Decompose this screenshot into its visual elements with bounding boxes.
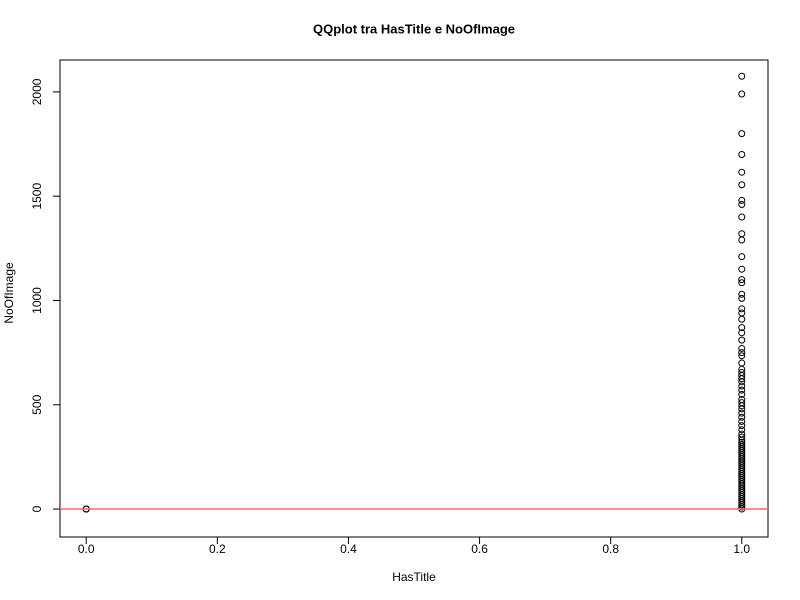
point [738, 253, 746, 261]
point [738, 315, 746, 323]
point [738, 359, 746, 367]
y-tick-label: 1000 [30, 287, 44, 314]
point [738, 390, 746, 398]
point [738, 501, 746, 509]
point [738, 230, 746, 238]
point [738, 375, 746, 383]
y-tick-label: 1500 [30, 183, 44, 210]
point [738, 236, 746, 244]
point [738, 402, 746, 410]
y-tick-label: 500 [30, 394, 44, 414]
point [738, 349, 746, 357]
y-tick-label: 2000 [30, 78, 44, 105]
x-tick-label: 0.0 [78, 542, 95, 556]
point [738, 344, 746, 352]
point [738, 324, 746, 332]
point [738, 265, 746, 273]
point [738, 181, 746, 189]
point [738, 201, 746, 209]
point [738, 413, 746, 421]
point [738, 130, 746, 138]
point [738, 90, 746, 98]
point [738, 294, 746, 302]
point [738, 168, 746, 176]
point [738, 433, 746, 441]
point [738, 213, 746, 221]
x-tick-label: 0.2 [209, 542, 226, 556]
point [738, 276, 746, 284]
plot-box [59, 59, 769, 538]
point [738, 196, 746, 204]
y-axis-label: NoOfImage [2, 262, 16, 324]
point [738, 426, 746, 434]
point [738, 352, 746, 360]
point [738, 309, 746, 317]
point [738, 422, 746, 430]
point [738, 503, 746, 511]
point [738, 378, 746, 386]
point [738, 382, 746, 390]
point [738, 329, 746, 337]
x-tick-label: 1.0 [733, 542, 750, 556]
point [738, 305, 746, 313]
x-tick-label: 0.4 [340, 542, 357, 556]
point [738, 150, 746, 158]
x-axis-label: HasTitle [392, 570, 436, 584]
x-tick-label: 0.6 [471, 542, 488, 556]
point [738, 279, 746, 287]
chart-title: QQplot tra HasTitle e NoOfImage [313, 21, 515, 36]
point [738, 405, 746, 413]
point [738, 409, 746, 417]
point [738, 336, 746, 344]
point [738, 417, 746, 425]
point [738, 386, 746, 394]
y-tick-label: 0 [30, 505, 44, 512]
point [738, 72, 746, 80]
point [738, 290, 746, 298]
x-tick-label: 0.8 [602, 542, 619, 556]
